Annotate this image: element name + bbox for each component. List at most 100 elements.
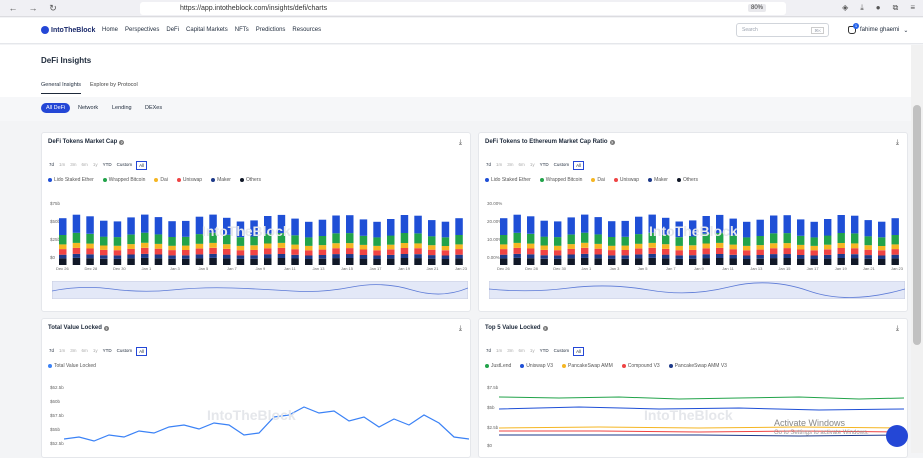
tab-general-insights[interactable]: General Insights <box>41 82 82 94</box>
range-all[interactable]: All <box>573 347 585 356</box>
help-icon[interactable]: ? <box>103 325 109 331</box>
hamburger-menu-icon[interactable]: ≡ <box>910 3 915 12</box>
legend-item[interactable]: PancakeSwap AMM V3 <box>668 363 727 369</box>
legend-item[interactable]: Lido Staked Ether <box>485 177 531 183</box>
zoom-level[interactable]: 80% <box>747 4 766 12</box>
chat-bubble-icon[interactable] <box>886 425 908 447</box>
nav-capital-markets[interactable]: Capital Markets <box>186 27 228 33</box>
account-icon[interactable]: ● <box>875 3 881 12</box>
range-1y[interactable]: 1y <box>92 162 98 167</box>
download-icon[interactable]: ⤓ <box>458 139 462 146</box>
range-3m[interactable]: 3m <box>507 162 514 167</box>
search-input[interactable]: Search ⌘K <box>736 23 829 37</box>
bar-segment <box>797 235 805 245</box>
range-6m[interactable]: 6m <box>81 162 88 167</box>
justlend-line <box>499 396 904 400</box>
chevron-down-icon[interactable]: ⌄ <box>903 27 909 34</box>
logo[interactable]: IntoTheBlock <box>41 26 95 34</box>
range-3m[interactable]: 3m <box>70 162 77 167</box>
x-tick: Jan 17 <box>369 266 382 271</box>
nav-nfts[interactable]: NFTs <box>234 27 249 33</box>
nav-home[interactable]: Home <box>102 27 119 33</box>
help-icon[interactable]: ? <box>119 139 125 145</box>
range-1y[interactable]: 1y <box>529 162 535 167</box>
range-6m[interactable]: 6m <box>518 162 525 167</box>
windows-activation-title: Activate Windows <box>774 418 846 428</box>
range-7d[interactable]: 7d <box>486 348 492 353</box>
range-3m[interactable]: 3m <box>70 348 77 353</box>
url-bar[interactable]: https://app.intotheblock.com/insights/de… <box>140 2 786 15</box>
range-1m[interactable]: 1m <box>59 348 66 353</box>
legend-item[interactable]: PancakeSwap AMM <box>561 363 613 369</box>
range-custom[interactable]: Custom <box>553 162 570 167</box>
bar-segment <box>72 258 81 265</box>
range-7d[interactable]: 7d <box>486 162 492 167</box>
legend-item[interactable]: Others <box>676 177 698 183</box>
legend-item[interactable]: Maker <box>648 177 668 183</box>
range-1y[interactable]: 1y <box>529 348 535 353</box>
range-6m[interactable]: 6m <box>518 348 525 353</box>
legend-item[interactable]: Others <box>239 177 261 183</box>
download-icon[interactable]: ⤓ <box>895 325 899 332</box>
help-icon[interactable]: ? <box>609 139 615 145</box>
range-navigator[interactable] <box>489 281 905 299</box>
legend-item[interactable]: Uniswap <box>613 177 639 183</box>
range-all[interactable]: All <box>136 347 148 356</box>
bar-segment <box>851 215 859 234</box>
extensions-icon[interactable]: ⧉ <box>892 3 899 12</box>
legend-item[interactable]: Wrapped Bitcoin <box>539 177 582 183</box>
range-7d[interactable]: 7d <box>49 348 55 353</box>
filter-dexes[interactable]: DEXes <box>145 105 163 111</box>
legend-item[interactable]: Compound V3 <box>621 363 660 369</box>
range-1m[interactable]: 1m <box>59 162 66 167</box>
nav-resources[interactable]: Resources <box>292 27 322 33</box>
filter-lending[interactable]: Lending <box>112 105 132 111</box>
download-icon[interactable]: ⤓ <box>860 3 864 12</box>
range-ytd[interactable]: YTD <box>102 348 112 353</box>
range-custom[interactable]: Custom <box>116 348 133 353</box>
legend-item[interactable]: Uniswap <box>176 177 202 183</box>
range-custom[interactable]: Custom <box>116 162 133 167</box>
scrollbar-thumb[interactable] <box>913 105 921 345</box>
range-3m[interactable]: 3m <box>507 348 514 353</box>
range-all[interactable]: All <box>573 161 585 170</box>
legend-item[interactable]: Dai <box>591 177 605 183</box>
legend-item[interactable]: Total Value Locked <box>48 363 96 369</box>
range-navigator[interactable] <box>52 281 468 299</box>
pocket-icon[interactable]: ◈ <box>842 3 849 12</box>
bar-segment <box>387 258 395 265</box>
tab-explore-by-protocol[interactable]: Explore by Protocol <box>90 82 138 88</box>
range-7d[interactable]: 7d <box>49 162 55 167</box>
legend-item[interactable]: Wrapped Bitcoin <box>102 177 145 183</box>
legend-item[interactable]: Lido Staked Ether <box>48 177 94 183</box>
nav-perspectives[interactable]: Perspectives <box>125 27 160 33</box>
legend-item[interactable]: Maker <box>211 177 231 183</box>
filter-all-defi[interactable]: All DeFi <box>41 103 71 113</box>
back-icon[interactable]: ← <box>8 3 18 13</box>
forward-icon[interactable]: → <box>28 3 38 13</box>
help-icon[interactable]: ? <box>542 325 548 331</box>
x-tick: Dec 30 <box>553 266 566 271</box>
download-icon[interactable]: ⤓ <box>895 139 899 146</box>
legend-item[interactable]: Dai <box>154 177 168 183</box>
range-ytd[interactable]: YTD <box>539 162 549 167</box>
range-custom[interactable]: Custom <box>553 348 570 353</box>
reload-icon[interactable]: ↻ <box>49 2 57 13</box>
legend-label: Dai <box>160 177 168 183</box>
legend-item[interactable]: Uniswap V3 <box>520 363 553 369</box>
range-1m[interactable]: 1m <box>496 162 503 167</box>
legend-item[interactable]: JustLend <box>485 363 511 369</box>
scrollbar[interactable] <box>911 45 923 453</box>
user-menu[interactable]: 1 fahime ghaemi ⌄ <box>848 23 909 34</box>
range-ytd[interactable]: YTD <box>102 162 112 167</box>
download-icon[interactable]: ⤓ <box>458 325 462 332</box>
range-1y[interactable]: 1y <box>92 348 98 353</box>
range-ytd[interactable]: YTD <box>539 348 549 353</box>
range-all[interactable]: All <box>136 161 148 170</box>
nav-defi[interactable]: DeFi <box>166 27 180 33</box>
bell-icon[interactable]: 1 <box>848 23 859 34</box>
nav-predictions[interactable]: Predictions <box>255 27 286 33</box>
range-1m[interactable]: 1m <box>496 348 503 353</box>
filter-network[interactable]: Network <box>78 105 99 111</box>
range-6m[interactable]: 6m <box>81 348 88 353</box>
